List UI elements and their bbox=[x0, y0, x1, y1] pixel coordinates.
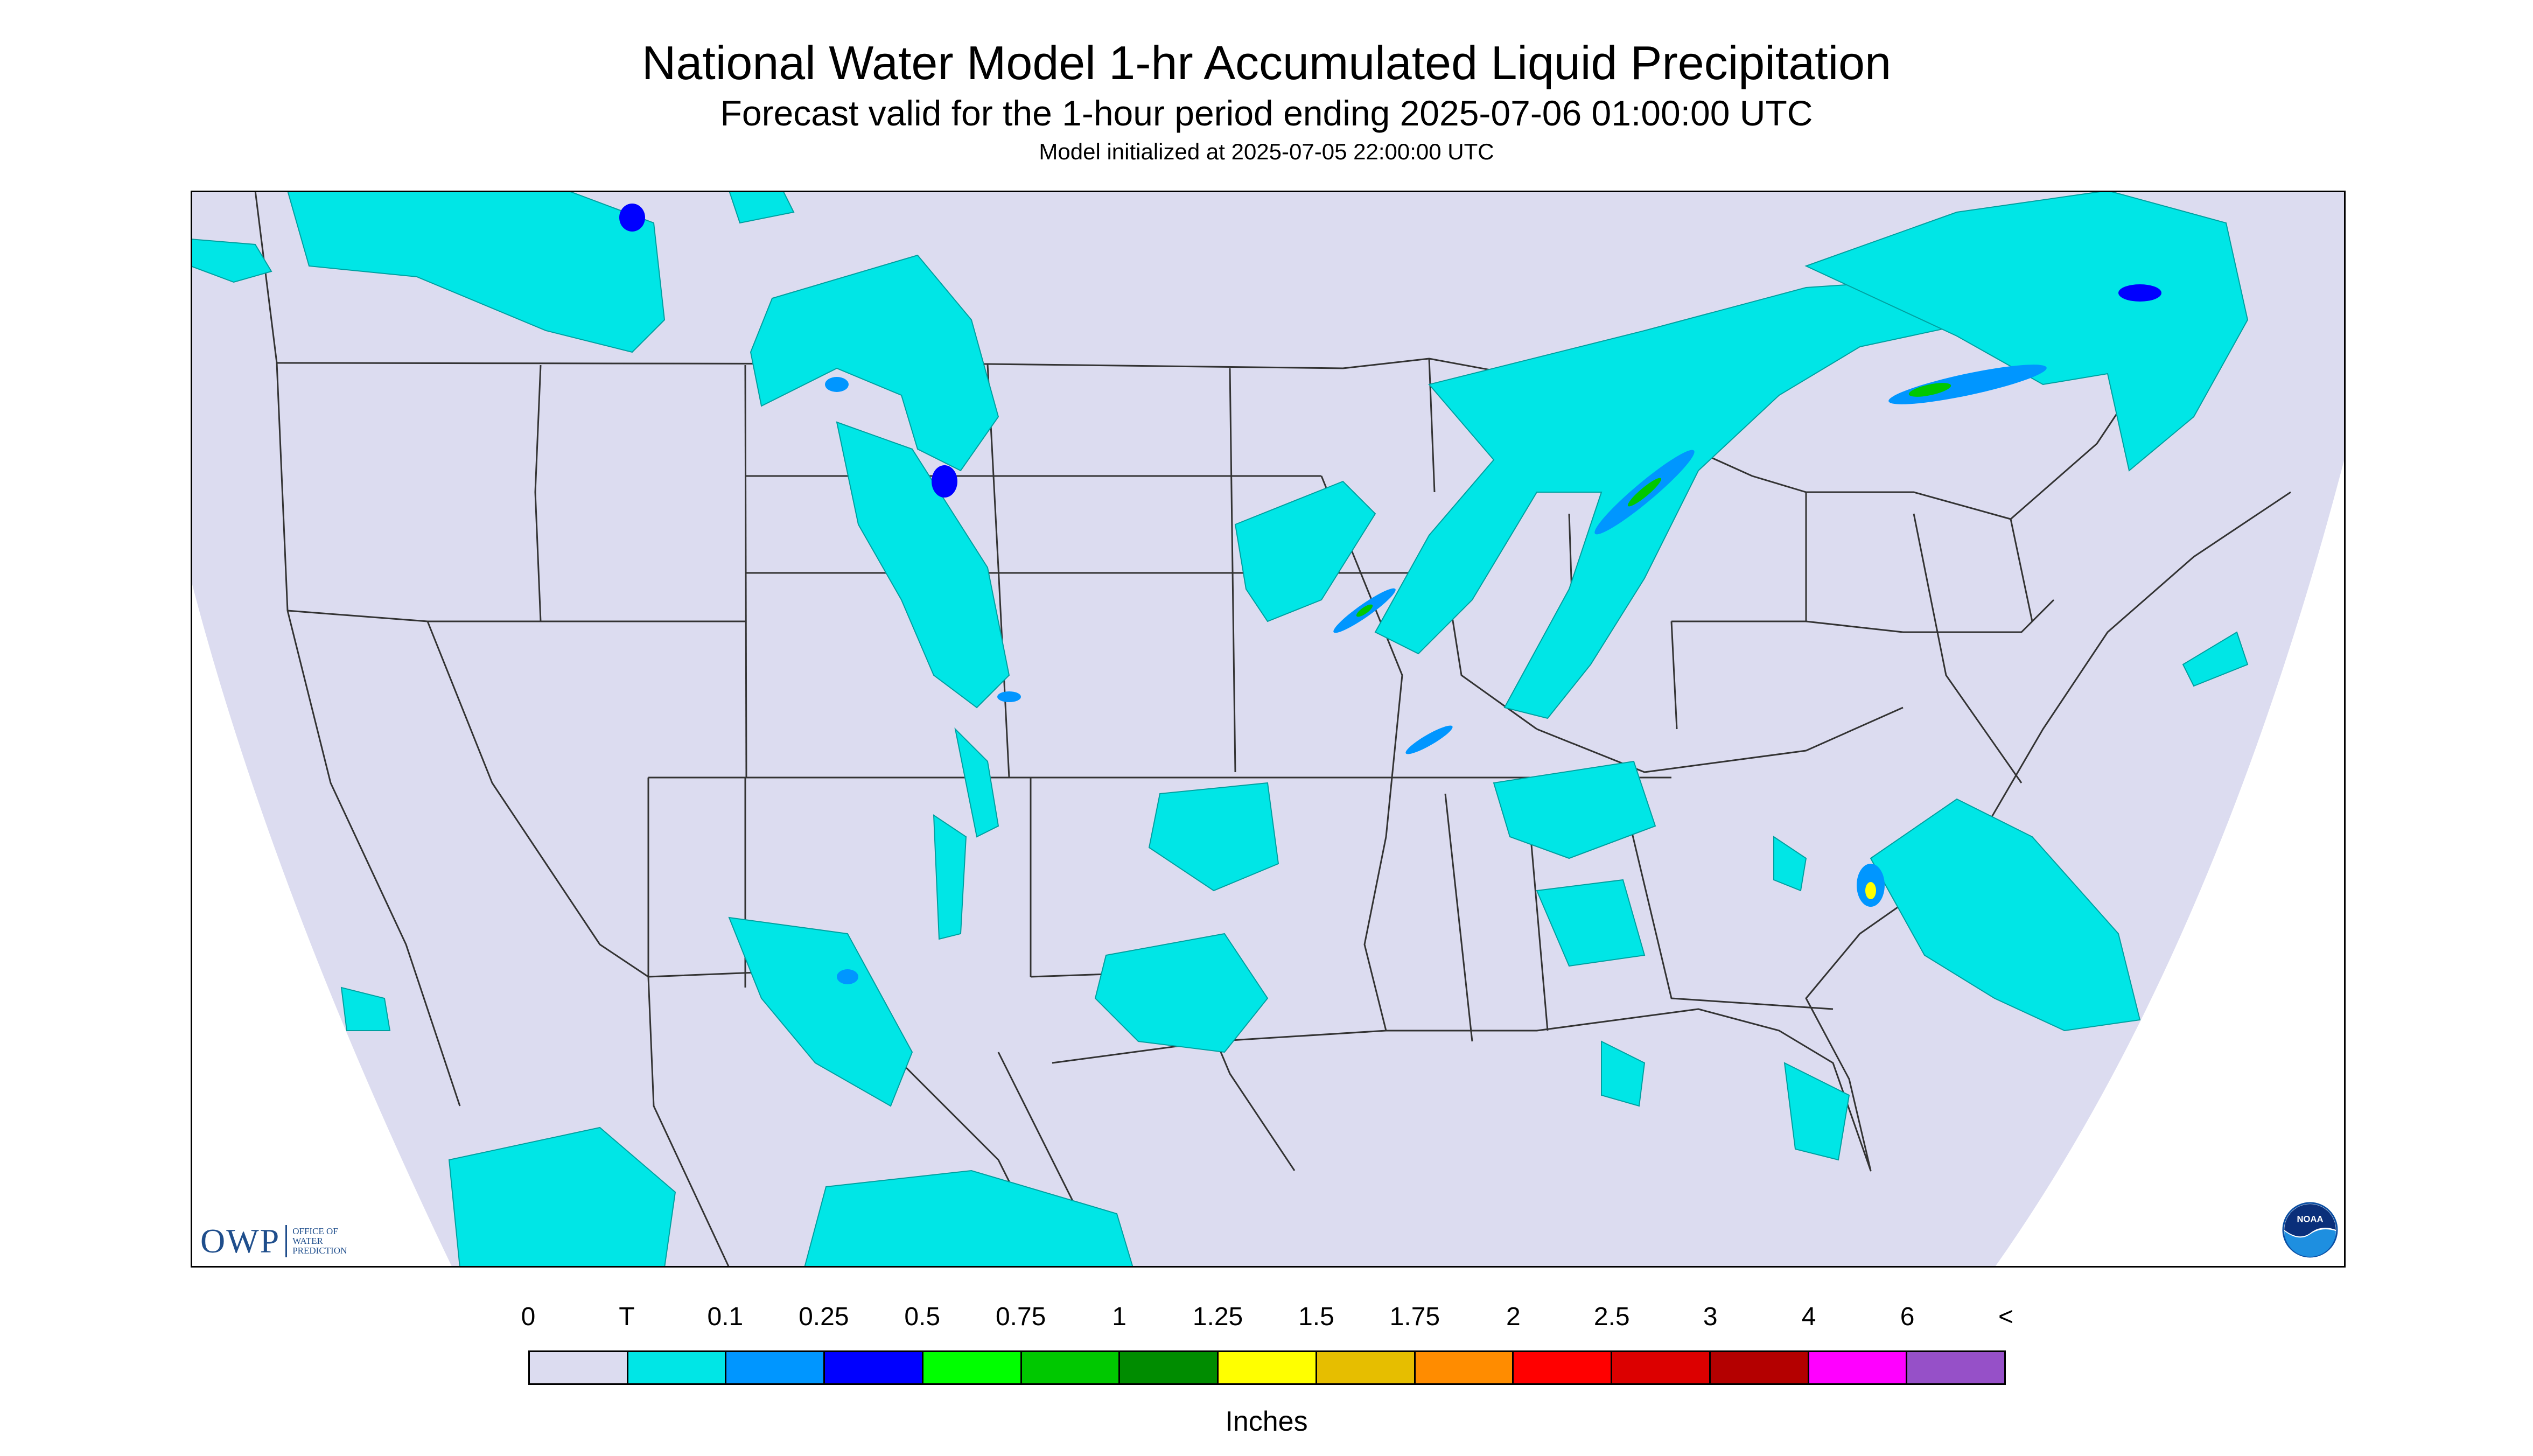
precipitation-map bbox=[191, 191, 2346, 1268]
owp-logo-mark: OWP bbox=[200, 1222, 281, 1260]
legend-label: 3 bbox=[1703, 1303, 1718, 1331]
owp-logo-line: PREDICTION bbox=[292, 1245, 347, 1256]
legend-label: 0.75 bbox=[995, 1303, 1046, 1331]
legend-label: 0 bbox=[521, 1303, 536, 1331]
legend-swatch bbox=[1907, 1352, 2005, 1383]
init-time: Model initialized at 2025-07-05 22:00:00… bbox=[1039, 139, 1494, 164]
legend-labels: 0 T 0.1 0.25 0.5 0.75 1 1.25 1.5 1.75 2 2.5 3 4 6 < bbox=[0, 1302, 2533, 1340]
legend-label: 1.5 bbox=[1298, 1303, 1334, 1331]
legend-label: < bbox=[1998, 1303, 2014, 1331]
legend-colorbar bbox=[528, 1350, 2006, 1385]
map-title: National Water Model 1-hr Accumulated Li… bbox=[641, 36, 1892, 89]
legend-swatch bbox=[1514, 1352, 1613, 1383]
legend-swatch bbox=[825, 1352, 923, 1383]
map-subtitle: Forecast valid for the 1-hour period end… bbox=[720, 93, 1813, 133]
legend-swatch bbox=[1021, 1352, 1121, 1383]
precipitation-field bbox=[191, 191, 2249, 1268]
legend-label: 0.1 bbox=[707, 1303, 744, 1331]
legend-swatch bbox=[628, 1352, 727, 1383]
legend-label: 6 bbox=[1900, 1303, 1915, 1331]
owp-logo: OWP OFFICE OF WATER PREDICTION bbox=[200, 1221, 347, 1261]
legend-label: 2.5 bbox=[1593, 1303, 1630, 1331]
legend-swatch bbox=[1317, 1352, 1416, 1383]
legend-label: T bbox=[619, 1303, 635, 1331]
map-frame bbox=[191, 191, 2346, 1268]
precipitation-cores bbox=[619, 204, 2161, 984]
legend-label: 2 bbox=[1506, 1303, 1521, 1331]
noaa-logo-icon: NOAA bbox=[2282, 1202, 2338, 1258]
legend-swatch bbox=[1612, 1352, 1711, 1383]
legend-swatch bbox=[1120, 1352, 1219, 1383]
owp-logo-line: OFFICE OF bbox=[292, 1226, 338, 1236]
legend-label: 4 bbox=[1801, 1303, 1816, 1331]
legend-units: Inches bbox=[1225, 1406, 1308, 1437]
legend-swatch bbox=[726, 1352, 825, 1383]
legend-label: 1.75 bbox=[1389, 1303, 1440, 1331]
noaa-logo-text: NOAA bbox=[2297, 1214, 2324, 1224]
legend-swatch bbox=[1415, 1352, 1514, 1383]
legend-swatch bbox=[1809, 1352, 1908, 1383]
owp-logo-line: WATER bbox=[292, 1236, 323, 1246]
legend-label: 0.25 bbox=[799, 1303, 849, 1331]
owp-logo-divider bbox=[285, 1225, 288, 1257]
legend-swatch bbox=[923, 1352, 1022, 1383]
legend-label: 1.25 bbox=[1192, 1303, 1243, 1331]
legend-swatch bbox=[1710, 1352, 1809, 1383]
owp-logo-text: OFFICE OF WATER PREDICTION bbox=[292, 1227, 347, 1256]
legend-label: 0.5 bbox=[904, 1303, 941, 1331]
legend-swatch bbox=[1219, 1352, 1317, 1383]
legend-swatch bbox=[530, 1352, 628, 1383]
legend-label: 1 bbox=[1112, 1303, 1126, 1331]
